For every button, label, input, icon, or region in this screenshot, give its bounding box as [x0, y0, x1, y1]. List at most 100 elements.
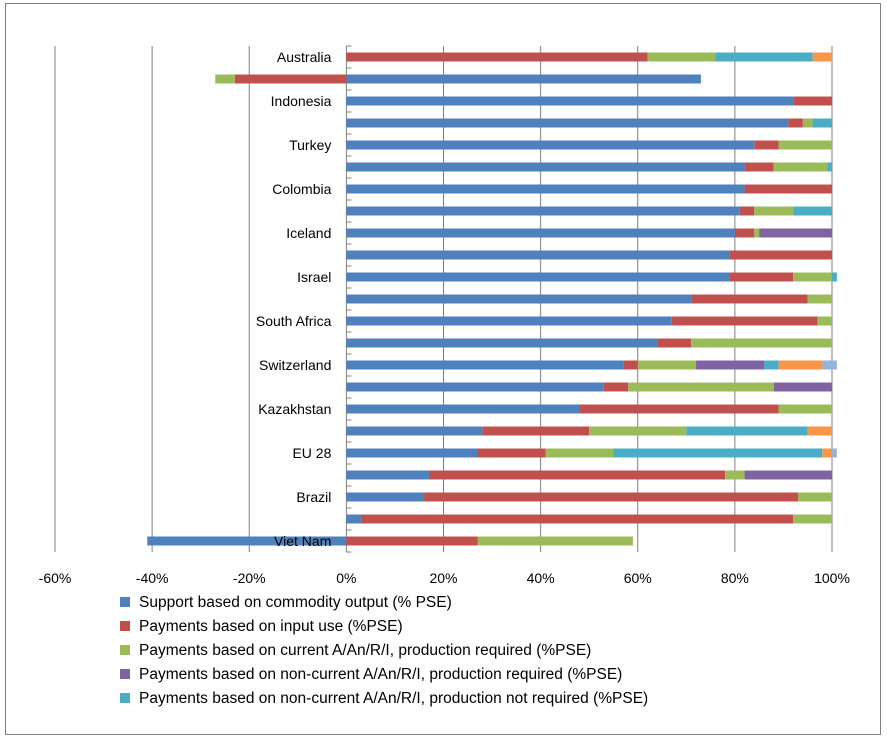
bar-segment [778, 404, 832, 414]
category-label: Colombia [272, 181, 331, 197]
bar-segment [346, 52, 648, 62]
category-label: Switzerland [259, 357, 331, 373]
bar-segment [346, 250, 731, 260]
x-tick-label: -60% [39, 570, 72, 586]
legend-label: Payments based on current A/An/R/I, prod… [139, 642, 591, 659]
legend: Support based on commodity output (% PSE… [120, 594, 648, 707]
bar-segment [754, 140, 779, 150]
bar-segment [346, 404, 580, 414]
bar-segment [671, 316, 818, 326]
bar-segment [788, 118, 803, 128]
category-label: Kazakhstan [258, 401, 331, 417]
bar-segment [657, 338, 692, 348]
bar-segment [346, 118, 789, 128]
bar-segment [696, 360, 765, 370]
bar-segment [793, 96, 832, 106]
bar-segment [623, 360, 638, 370]
legend-label: Support based on commodity output (% PSE… [139, 594, 452, 611]
legend-swatch [120, 693, 130, 703]
bar-segment [579, 404, 779, 414]
legend-swatch [120, 597, 130, 607]
bar-segment [589, 426, 687, 436]
bar-segment [346, 96, 794, 106]
bar-segment [637, 360, 697, 370]
category-label: Iceland [286, 225, 331, 241]
bar-segment [832, 272, 837, 282]
bar-segment [812, 52, 832, 62]
x-tick-label: -40% [136, 570, 169, 586]
bar-segment [346, 382, 604, 392]
bar-segment [744, 470, 832, 480]
bar-segment [482, 426, 590, 436]
bar-segment [424, 492, 799, 502]
x-tick-label: 40% [527, 570, 555, 586]
bar-segment [628, 382, 774, 392]
bar-segment [734, 228, 755, 238]
bar-segment [686, 426, 808, 436]
legend-swatch [120, 645, 130, 655]
bar-segment [477, 448, 546, 458]
category-label: EU 28 [292, 445, 331, 461]
bar-segment [822, 448, 832, 458]
bar-segment [793, 272, 832, 282]
legend-label: Payments based on input use (%PSE) [139, 618, 403, 635]
x-tick-label: 60% [624, 570, 652, 586]
bar-segment [773, 162, 828, 172]
category-label: Israel [297, 269, 331, 285]
bar-segment [346, 448, 478, 458]
x-tick-label: 100% [814, 570, 850, 586]
bar-segment [807, 426, 832, 436]
bar-segment [346, 316, 672, 326]
bar-segment [822, 360, 837, 370]
bar-segment [346, 74, 701, 84]
bar-segment [725, 470, 745, 480]
bar-segment [234, 74, 347, 84]
bar-segment [744, 184, 832, 194]
bar-segment [346, 184, 745, 194]
bar-segment [346, 426, 483, 436]
bar-segment [346, 162, 745, 172]
category-label: Viet Nam [274, 533, 331, 549]
bar-segment [613, 448, 823, 458]
bar-segment [812, 118, 832, 128]
bar-segment [477, 536, 633, 546]
bar-segment [832, 448, 837, 458]
bar-segment [346, 206, 740, 216]
bar-segment [807, 294, 832, 304]
bar-segment [346, 338, 658, 348]
bar-segment [744, 162, 774, 172]
bar-segment [754, 206, 794, 216]
bar-segment [759, 228, 832, 238]
bar-segment [778, 360, 823, 370]
category-label: Australia [277, 49, 332, 65]
bar-segment [346, 536, 478, 546]
bar-segment [793, 514, 832, 524]
bar-segment [691, 294, 808, 304]
bar-segment [346, 470, 429, 480]
bar-segment [346, 492, 425, 502]
bar-segment [428, 470, 726, 480]
bar-segment [346, 272, 731, 282]
category-label: Indonesia [271, 93, 332, 109]
bar-segment [778, 140, 832, 150]
bar-segment [817, 316, 832, 326]
bar-segment [215, 74, 235, 84]
bar-segment [793, 206, 832, 216]
category-label: Turkey [289, 137, 331, 153]
bar-segment [647, 52, 716, 62]
bar-segment [773, 382, 832, 392]
bar-segment [346, 514, 361, 524]
bar-segment [346, 360, 624, 370]
legend-label: Payments based on non-current A/An/R/I, … [139, 666, 622, 683]
bar-segment [802, 118, 813, 128]
bar-segment [346, 140, 755, 150]
bar-segment [730, 250, 832, 260]
bar-segment [346, 228, 735, 238]
bar-segment [754, 228, 760, 238]
x-tick-label: 0% [336, 570, 356, 586]
legend-swatch [120, 621, 130, 631]
category-label: Brazil [296, 489, 331, 505]
bar-segment [730, 272, 794, 282]
legend-swatch [120, 669, 130, 679]
